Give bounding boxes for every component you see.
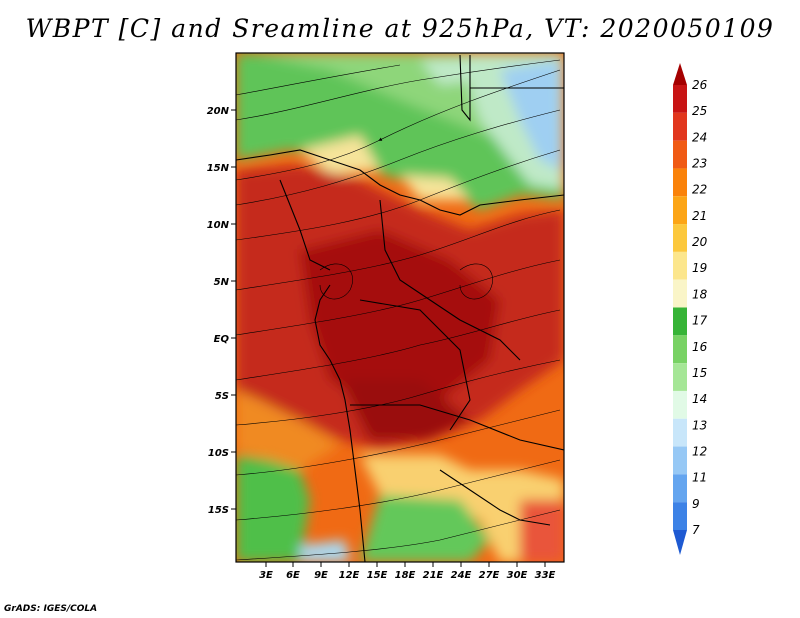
colorbar-label: 14 — [692, 392, 707, 406]
lon-label: 33E — [535, 570, 556, 581]
colorbar-swatch — [673, 112, 687, 141]
lon-label: 12E — [339, 570, 360, 581]
colorbar-swatch — [673, 251, 687, 280]
colorbar-top-arrow — [673, 63, 687, 85]
colorbar-label: 21 — [692, 209, 707, 223]
colorbar-swatch — [673, 140, 687, 169]
temperature-shading — [236, 53, 564, 562]
lat-label: EQ — [214, 334, 230, 345]
lat-label: 15N — [207, 163, 230, 174]
colorbar-swatch — [673, 279, 687, 308]
colorbar-swatch — [673, 446, 687, 475]
colorbar-label: 19 — [692, 261, 707, 275]
colorbar-label: 24 — [692, 130, 707, 144]
lat-label: 20N — [207, 106, 230, 117]
colorbar-label: 22 — [692, 183, 707, 197]
colorbar-swatch — [673, 196, 687, 225]
colorbar-label: 23 — [692, 157, 707, 171]
lat-label: 15S — [208, 505, 229, 516]
colorbar-label: 26 — [692, 78, 708, 92]
colorbar-label: 20 — [692, 235, 708, 249]
colorbar-label: 13 — [692, 418, 707, 432]
lon-label: 3E — [259, 570, 273, 581]
lon-label: 9E — [314, 570, 328, 581]
lon-label: 6E — [286, 570, 300, 581]
colorbar-label: 15 — [692, 366, 707, 380]
lon-label: 27E — [479, 570, 500, 581]
map-border — [235, 52, 565, 563]
lon-axis: 3E 6E 9E 12E 15E 18E 21E 24E 27E 30E 33E — [259, 562, 556, 581]
colorbar-swatch — [673, 85, 687, 113]
colorbar-swatch — [673, 224, 687, 252]
footer-credit: GrADS: IGES/COLA — [4, 604, 98, 614]
lon-label: 30E — [507, 570, 528, 581]
colorbar-swatch — [673, 502, 687, 530]
colorbar-label: 18 — [692, 287, 708, 301]
boundaries — [236, 54, 564, 562]
colorbar-swatch — [673, 335, 687, 364]
colorbar-label: 16 — [692, 340, 708, 354]
colorbar-swatch — [673, 474, 687, 503]
colorbar-label: 12 — [692, 444, 707, 458]
streamlines — [236, 59, 561, 561]
colorbar-bottom-arrow — [673, 530, 687, 555]
lon-label: 21E — [423, 570, 444, 581]
colorbar-label: 25 — [692, 104, 707, 118]
colorbar-label: 17 — [692, 314, 708, 328]
lon-label: 15E — [367, 570, 388, 581]
lat-label: 5N — [214, 277, 230, 288]
lat-label: 10N — [207, 220, 230, 231]
colorbar-swatch — [673, 390, 687, 419]
lon-label: 18E — [395, 570, 416, 581]
colorbar-swatch — [673, 168, 687, 197]
lat-label: 5S — [215, 391, 229, 402]
lat-label: 10S — [208, 448, 229, 459]
colorbar-label: 7 — [692, 523, 700, 537]
colorbar-swatch — [673, 418, 687, 447]
colorbar-label: 9 — [692, 497, 700, 511]
colorbar-swatch — [673, 307, 687, 336]
lon-label: 24E — [451, 570, 472, 581]
colorbar-swatch — [673, 363, 687, 391]
lat-axis: 20N 15N 10N 5N EQ 5S 10S 15S — [207, 106, 236, 516]
map-title: WBPT [C] and Sreamline at 925hPa, VT: 20… — [25, 14, 775, 43]
colorbar-label: 11 — [692, 471, 707, 485]
map-frame — [236, 53, 564, 562]
colorbar: 26 25 24 23 22 21 20 19 18 17 16 15 14 13 12 11 9 7 — [673, 63, 708, 555]
